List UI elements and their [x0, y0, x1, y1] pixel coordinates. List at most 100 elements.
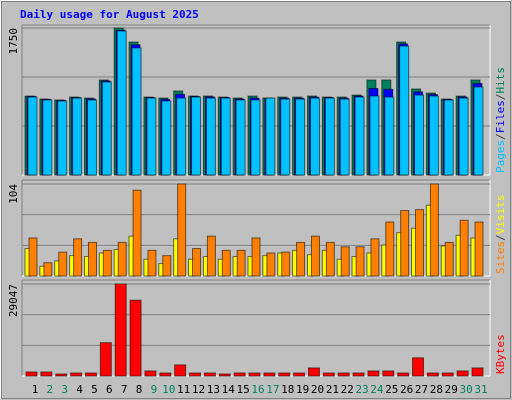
bar — [131, 47, 142, 176]
bar — [248, 372, 261, 377]
bar — [251, 237, 261, 277]
legend-entry: Pages — [494, 140, 507, 173]
x-tick-label: 9 — [151, 383, 158, 396]
bar — [57, 100, 68, 176]
legend-entry: Visits — [494, 195, 507, 235]
bar — [473, 86, 484, 176]
bar — [295, 98, 306, 176]
bar — [459, 219, 469, 277]
x-tick-label: 20 — [311, 383, 324, 396]
x-tick-label: 5 — [91, 383, 98, 396]
bar — [340, 246, 350, 277]
bar — [189, 372, 202, 377]
bar — [428, 95, 439, 176]
bar — [236, 249, 246, 277]
bar — [310, 235, 320, 277]
bar — [117, 241, 127, 277]
x-tick-label: 1 — [32, 383, 39, 396]
bar — [352, 372, 365, 377]
bar — [426, 372, 439, 377]
x-tick-label: 10 — [162, 383, 175, 396]
bar — [116, 30, 127, 176]
chart-title: Daily usage for August 2025 — [20, 8, 199, 21]
x-tick-label: 16 — [251, 383, 264, 396]
bar — [177, 183, 187, 277]
bar — [43, 262, 53, 277]
x-tick-label: 24 — [370, 383, 384, 396]
bar — [322, 372, 335, 377]
bar — [456, 370, 469, 377]
bar — [203, 372, 216, 377]
bar — [161, 100, 172, 176]
bar — [99, 342, 112, 377]
bar — [146, 97, 157, 176]
bar — [263, 372, 276, 377]
bar — [443, 99, 454, 176]
bar — [414, 94, 425, 176]
bar — [325, 241, 335, 277]
bar — [220, 97, 231, 176]
bar — [27, 96, 38, 176]
bar — [293, 372, 306, 377]
x-tick-label: 21 — [326, 383, 339, 396]
bar — [84, 372, 97, 377]
bar — [250, 99, 261, 176]
bar — [144, 370, 157, 377]
bar — [385, 221, 395, 277]
legend-separator: / — [494, 234, 507, 241]
bar — [55, 373, 68, 377]
x-tick-label: 26 — [400, 383, 413, 396]
bar — [278, 372, 291, 377]
bar — [265, 97, 276, 176]
bar — [176, 97, 187, 176]
bar — [162, 255, 172, 277]
bar — [73, 238, 83, 277]
bar — [58, 251, 68, 277]
bar — [474, 221, 484, 277]
bar — [412, 357, 425, 377]
legend-separator: / — [494, 133, 507, 140]
bar — [399, 45, 410, 176]
x-tick-label: 17 — [266, 383, 279, 396]
bar — [40, 371, 53, 377]
x-tick-label: 22 — [341, 383, 354, 396]
x-tick-label: 23 — [355, 383, 368, 396]
x-tick-label: 31 — [474, 383, 487, 396]
bar — [218, 373, 231, 377]
y-tick-label: 104 — [7, 184, 20, 204]
bar — [114, 283, 127, 377]
bar — [70, 372, 83, 377]
x-tick-label: 8 — [136, 383, 143, 396]
bar — [235, 99, 246, 176]
bar — [415, 209, 425, 277]
x-tick-label: 11 — [177, 383, 190, 396]
bar — [147, 249, 157, 277]
bar — [280, 98, 291, 176]
bar — [42, 99, 53, 176]
bar — [354, 96, 365, 176]
bar — [471, 367, 484, 377]
bar — [355, 246, 365, 277]
x-tick-label: 29 — [445, 383, 458, 396]
bar — [129, 299, 142, 377]
bar — [28, 237, 38, 277]
bar — [233, 372, 246, 377]
bar — [458, 97, 469, 176]
bar — [159, 372, 172, 377]
x-tick-label: 13 — [207, 383, 220, 396]
bar — [266, 252, 276, 277]
legend: KBytes — [494, 334, 507, 374]
x-tick-label: 4 — [76, 383, 83, 396]
y-tick-label: 1750 — [7, 28, 20, 55]
bar — [382, 370, 395, 377]
legend-entry: KBytes — [494, 334, 507, 374]
bar — [337, 372, 350, 377]
legend-entry: Hits — [494, 67, 507, 94]
x-tick-label: 25 — [385, 383, 398, 396]
x-tick-label: 28 — [430, 383, 443, 396]
legend-separator: / — [494, 94, 507, 101]
x-tick-label: 30 — [460, 383, 473, 396]
x-tick-label: 6 — [106, 383, 113, 396]
x-tick-label: 27 — [415, 383, 428, 396]
